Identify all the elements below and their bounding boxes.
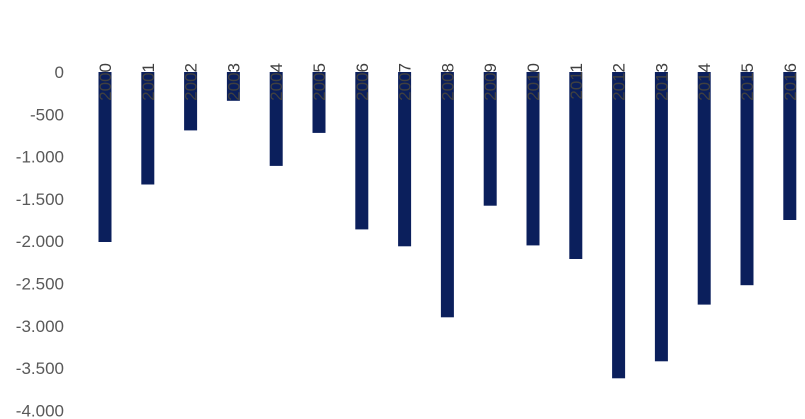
bar-2014 [697,72,711,305]
x-category-label: 2014 [695,63,714,101]
x-category-label: 2013 [652,63,671,101]
y-tick-label: -500 [30,105,64,124]
bar-2003 [226,72,240,101]
x-category-label: 2001 [139,63,158,101]
y-tick-label: -2.000 [16,232,64,251]
y-tick-label: -4.000 [16,401,64,419]
x-category-label: 2010 [524,63,543,101]
bar-2015 [740,72,754,286]
bar-2009 [483,72,497,206]
x-category-label: 2002 [182,63,201,101]
x-category-label: 2006 [353,63,372,101]
x-category-label: 2011 [567,63,586,100]
bar-2000 [98,72,112,242]
x-category-label: 2000 [96,63,115,101]
bar-2008 [440,72,454,318]
bar-2016 [783,72,797,220]
y-tick-label: -3.000 [16,317,64,336]
y-tick-label: -3.500 [16,359,64,378]
x-category-label: 2012 [610,63,629,101]
x-axis-category-labels: 2000 2001 2002 2003 2004 2005 2006 2007 2008 2009… [96,63,800,101]
x-category-label: 2007 [396,63,415,101]
y-tick-label: -2.500 [16,275,64,294]
y-tick-label: -1.000 [16,148,64,167]
y-tick-label: 0 [55,63,64,82]
x-category-label: 2004 [267,63,286,101]
bar-2012 [612,72,626,379]
bar-2013 [654,72,668,362]
bar-2002 [184,72,198,131]
x-category-label: 2003 [224,63,243,101]
x-category-label: 2008 [438,63,457,101]
x-category-label: 2016 [781,63,800,101]
bar-2001 [141,72,155,185]
y-axis: 0 -500 -1.000 -1.500 -2.000 -2.500 -3.000 -3.50… [16,63,64,419]
x-category-label: 2005 [310,63,329,101]
bar-2007 [398,72,412,247]
bar-2010 [526,72,540,246]
x-category-label: 2015 [738,63,757,101]
x-category-label: 2009 [481,63,500,101]
bar-2006 [355,72,369,230]
bar-2011 [569,72,583,259]
bar-2004 [269,72,283,166]
bar-2005 [312,72,326,133]
y-tick-label: -1.500 [16,190,64,209]
bars [98,72,797,379]
